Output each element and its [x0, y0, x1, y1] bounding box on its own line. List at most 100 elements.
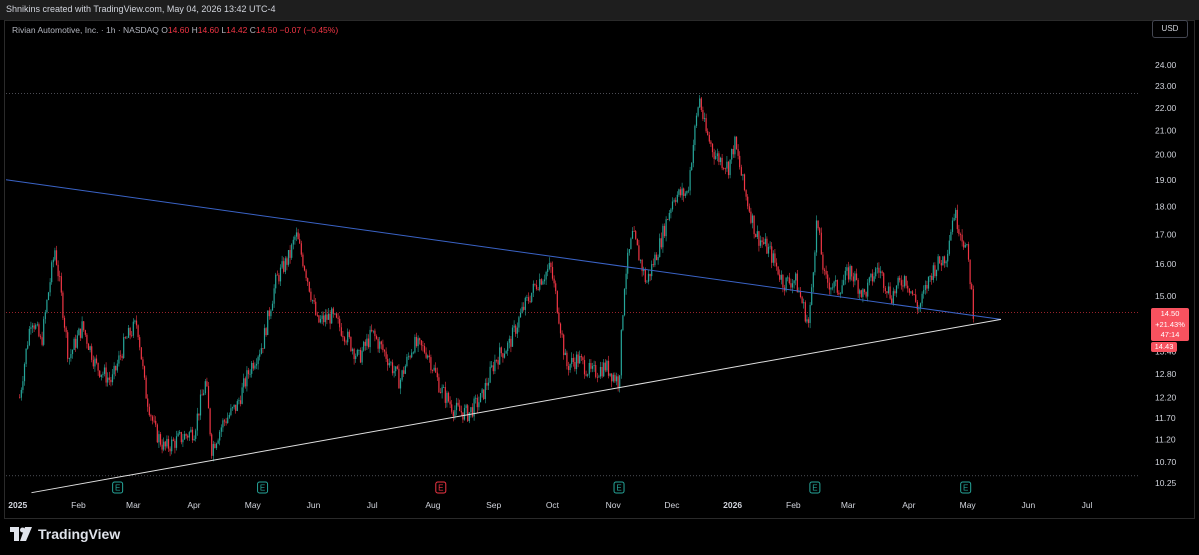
candle-body — [585, 374, 587, 376]
candle-body — [659, 238, 661, 258]
candle-body — [86, 334, 88, 344]
tradingview-logo[interactable]: TradingView — [10, 526, 120, 542]
x-axis-tick-label: Mar — [126, 500, 141, 510]
x-axis-tick-label: May — [245, 500, 262, 510]
candle-body — [254, 365, 256, 369]
candle-body — [505, 351, 507, 354]
candle-body — [903, 276, 906, 287]
candle-body — [441, 387, 443, 393]
candle-body — [644, 269, 646, 283]
candle-body — [785, 277, 787, 291]
candle-body — [924, 284, 926, 291]
candle-body — [182, 439, 184, 443]
candle-body — [633, 230, 635, 232]
candle-body — [438, 377, 440, 393]
candle-body — [137, 325, 139, 338]
candle-body — [958, 229, 960, 235]
candle-body — [204, 381, 206, 394]
candle-body — [769, 246, 771, 248]
candle-body — [758, 231, 760, 246]
candle-body — [611, 373, 613, 382]
x-axis-tick-label: 2026 — [723, 500, 742, 510]
candle-body — [830, 287, 832, 290]
candle-body — [327, 313, 330, 320]
candle-body — [79, 328, 82, 338]
candle-body — [307, 278, 309, 282]
candle-body — [835, 280, 837, 282]
candle-body — [779, 274, 781, 280]
candle-body — [825, 270, 827, 275]
candle-body — [348, 331, 350, 337]
candle-body — [164, 441, 166, 447]
candle-body — [513, 325, 515, 328]
candle-body — [956, 209, 958, 230]
open-value: 14.60 — [167, 25, 190, 35]
candle-body — [94, 358, 96, 367]
candle-body — [910, 291, 912, 293]
candle-body — [372, 330, 374, 332]
candle-body — [119, 355, 122, 357]
candle-body — [468, 412, 470, 422]
candle-body — [252, 362, 254, 369]
candle-body — [675, 200, 677, 202]
candle-body — [375, 336, 378, 339]
candle-body — [879, 271, 882, 273]
candle-body — [39, 336, 42, 338]
candle-body — [247, 370, 250, 375]
candle-body — [110, 379, 112, 383]
candle-body — [219, 431, 221, 441]
candle-body — [268, 310, 270, 317]
candle-body — [430, 357, 432, 371]
price-chart[interactable]: E E E E E E 24.00 23.00 22.00 21.00 20.00 19.00 18.0… — [0, 0, 1199, 519]
candle-body — [23, 364, 26, 382]
candle-body — [435, 367, 437, 373]
candle-body — [313, 300, 315, 302]
candle-body — [945, 261, 947, 264]
candle-body — [540, 279, 542, 285]
candle-body — [775, 262, 778, 267]
candle-body — [545, 271, 547, 280]
candle-body — [916, 301, 918, 310]
candle-body — [723, 168, 725, 169]
tradingview-logo-icon — [10, 527, 32, 541]
upper-trendline — [5, 179, 1002, 320]
chart-panel[interactable] — [4, 20, 1195, 519]
candle-body — [724, 168, 726, 170]
candle-body — [588, 363, 590, 375]
candle-body — [223, 420, 226, 422]
candle-body — [467, 405, 469, 422]
candle-body — [582, 357, 584, 361]
open-label: O — [161, 25, 168, 35]
y-axis-tick-label: 18.00 — [1155, 201, 1177, 211]
close-label: C — [249, 25, 256, 35]
candle-body — [334, 313, 336, 315]
candle-body — [65, 327, 67, 333]
candle-body — [947, 253, 949, 262]
candle-body — [427, 355, 429, 358]
candle-body — [19, 397, 21, 399]
candle-body — [937, 256, 939, 270]
candle-body — [243, 378, 245, 388]
candle-body — [887, 286, 890, 294]
candle-body — [737, 149, 739, 156]
candle-body — [547, 268, 549, 272]
candle-body — [911, 291, 914, 295]
candle-body — [278, 275, 280, 282]
candle-body — [695, 115, 698, 126]
candle-body — [167, 438, 170, 449]
candle-body — [686, 191, 688, 194]
candle-body — [625, 273, 627, 290]
candle-body — [359, 349, 362, 363]
high-label: H — [191, 25, 198, 35]
candle-body — [684, 193, 686, 196]
candle-body — [569, 363, 571, 371]
candle-body — [471, 407, 474, 417]
candle-body — [598, 376, 600, 378]
currency-button[interactable]: USD — [1152, 20, 1188, 38]
candle-body — [478, 402, 480, 408]
candle-body — [343, 337, 346, 342]
candle-body — [71, 349, 74, 355]
candle-body — [955, 209, 957, 218]
candle-body — [158, 434, 160, 443]
close-value: 14.50 — [255, 25, 278, 35]
